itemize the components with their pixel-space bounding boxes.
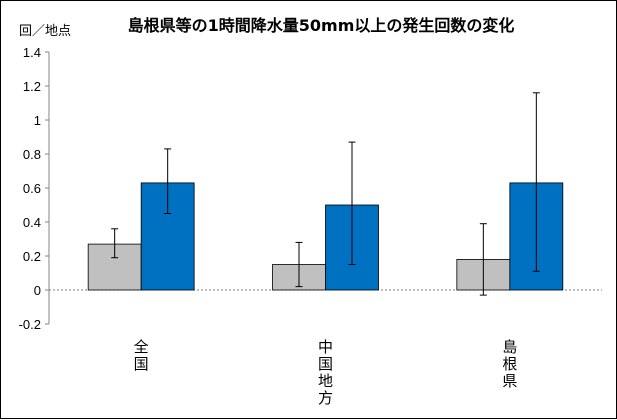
y-axis-unit-label: 回／地点 [19,24,71,39]
category-label: 島根県 [502,338,517,390]
category-label: 中国地方 [318,338,333,407]
category-label: 全国 [134,338,149,373]
category-label-char: 地 [318,372,333,390]
category-label-char: 中 [318,338,333,356]
category-label-char: 島 [502,338,517,356]
chart-title: 島根県等の1時間降水量50mm以上の発生回数の変化 [128,16,515,35]
y-tick-label: 0 [34,283,41,298]
category-label-char: 国 [134,355,149,373]
category-label-char: 県 [502,372,517,390]
y-tick-label: 0.4 [23,215,41,230]
y-tick-label: 1.2 [23,79,41,94]
y-tick-label: 0.2 [23,249,41,264]
y-tick-label: 1 [34,113,41,128]
category-label-char: 根 [502,355,517,373]
y-tick-label: -0.2 [19,317,41,332]
y-tick-label: 0.6 [23,181,41,196]
category-label-char: 全 [134,338,149,356]
y-tick-label: 1.4 [23,45,41,60]
category-label-char: 国 [318,355,333,373]
y-tick-label: 0.8 [23,147,41,162]
category-label-char: 方 [318,389,333,407]
